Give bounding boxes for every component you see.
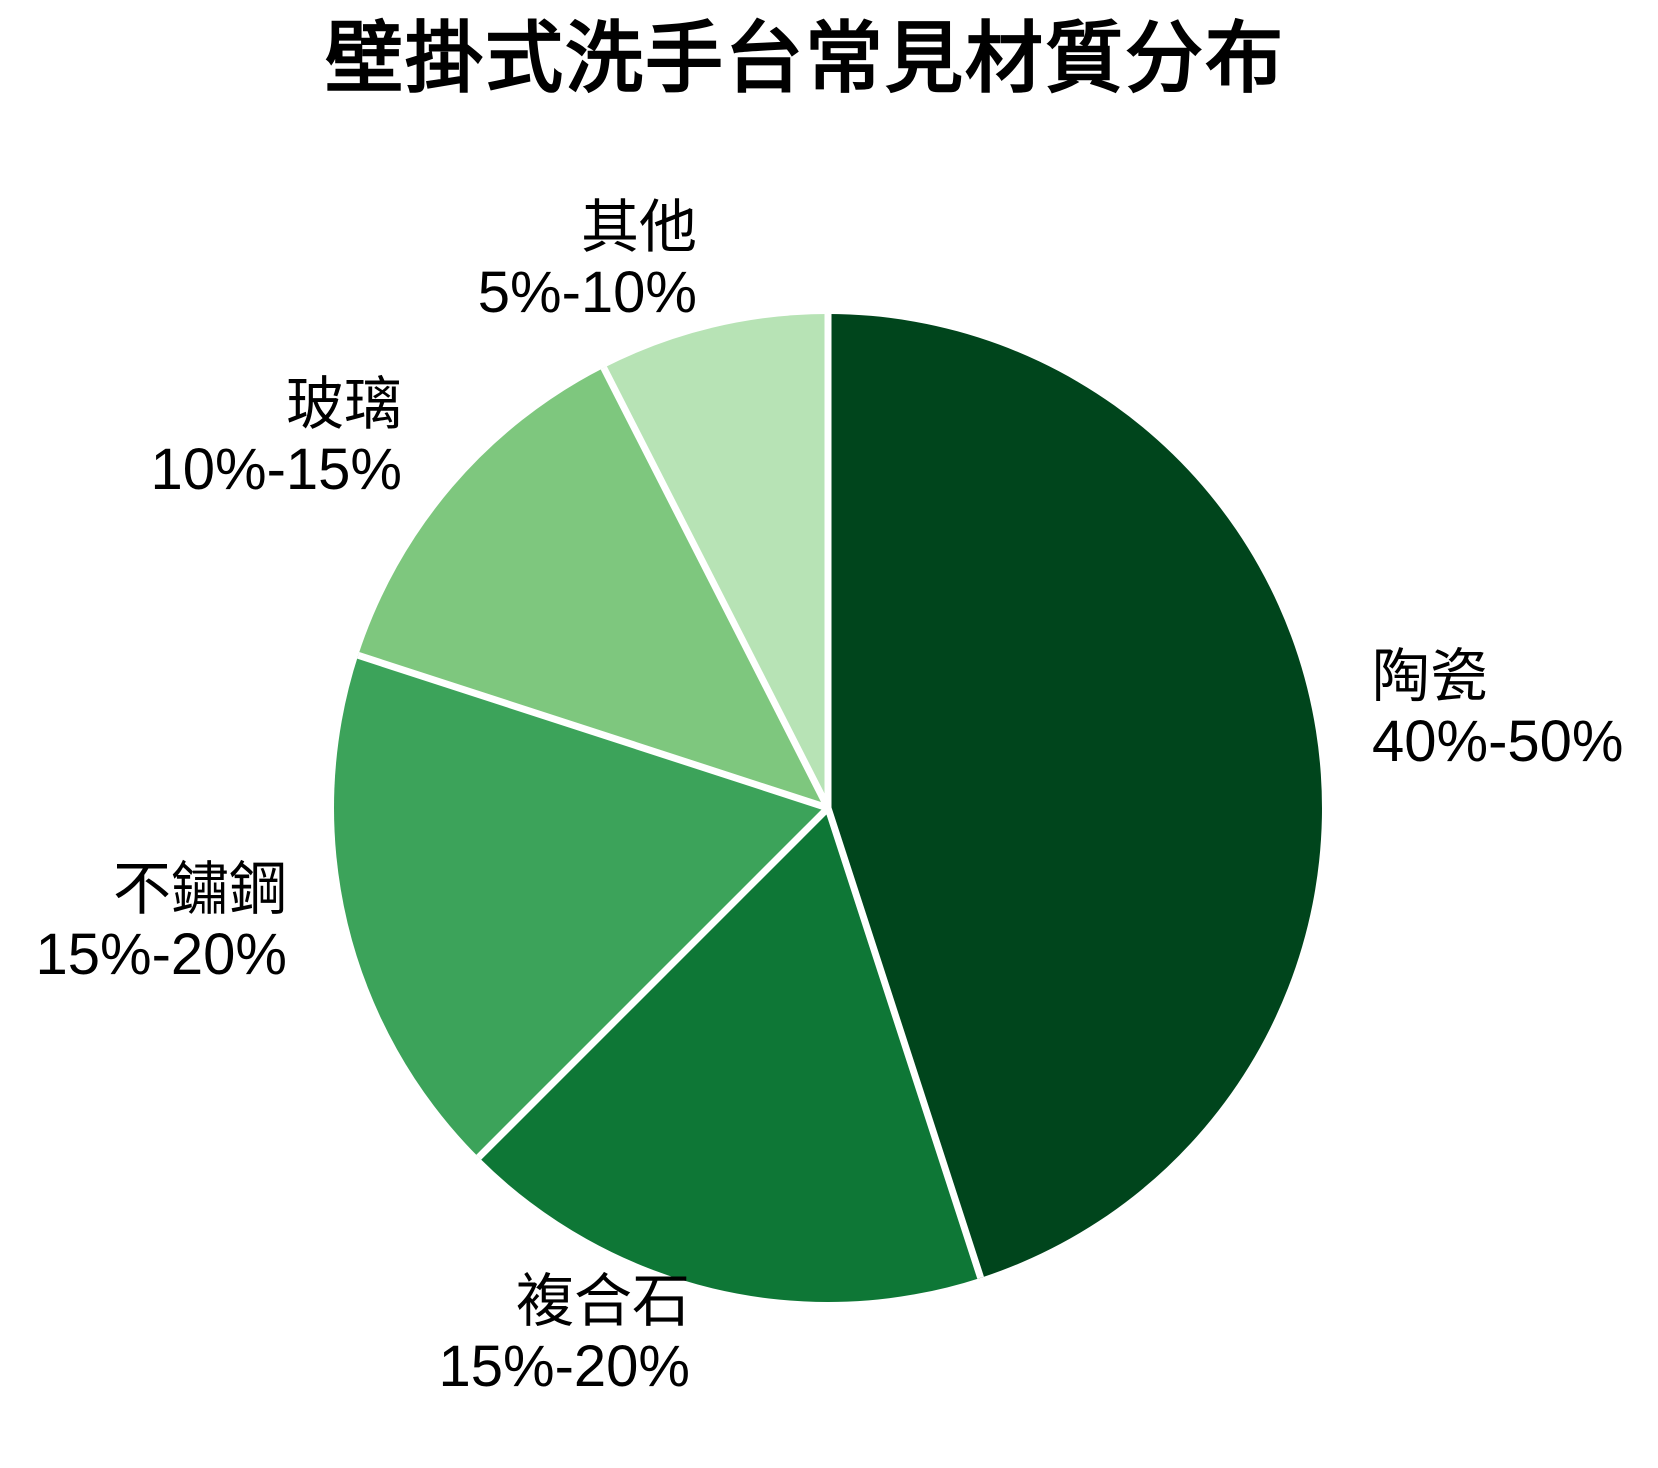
slice-range-composite-stone: 15%-20%: [438, 1333, 690, 1399]
chart-title: 壁掛式洗手台常見材質分布: [324, 14, 1285, 102]
slice-separator: [824, 806, 984, 1279]
pie-slice-stainless-steel: [334, 655, 828, 1158]
pie-slice-glass: [358, 367, 828, 808]
slice-label-glass: 玻璃 10%-15%: [150, 372, 402, 503]
slice-label-stainless-steel: 不鏽鋼 15%-20%: [35, 857, 287, 988]
pie-slice-ceramic: [828, 314, 1322, 1278]
pie-slice-composite-stone: [478, 808, 981, 1302]
slice-name-composite-stone: 複合石: [515, 1269, 690, 1334]
slice-separator: [357, 652, 830, 812]
slice-label-ceramic: 陶瓷 40%-50%: [1372, 644, 1624, 775]
slice-separator: [476, 805, 831, 1160]
slice-range-other: 5%-10%: [477, 259, 697, 325]
slice-label-composite-stone: 複合石 15%-20%: [438, 1269, 690, 1400]
slice-range-stainless-steel: 15%-20%: [35, 921, 287, 987]
pie-slice-other: [603, 314, 828, 808]
slice-name-other: 其他: [580, 195, 697, 260]
slice-name-glass: 玻璃: [285, 372, 402, 437]
slice-range-ceramic: 40%-50%: [1372, 708, 1624, 774]
slice-label-other: 其他 5%-10%: [477, 195, 697, 326]
slice-range-glass: 10%-15%: [150, 436, 402, 502]
slice-name-stainless-steel: 不鏽鋼: [112, 857, 287, 922]
slice-name-ceramic: 陶瓷: [1372, 644, 1489, 709]
slice-separator: [600, 366, 832, 810]
